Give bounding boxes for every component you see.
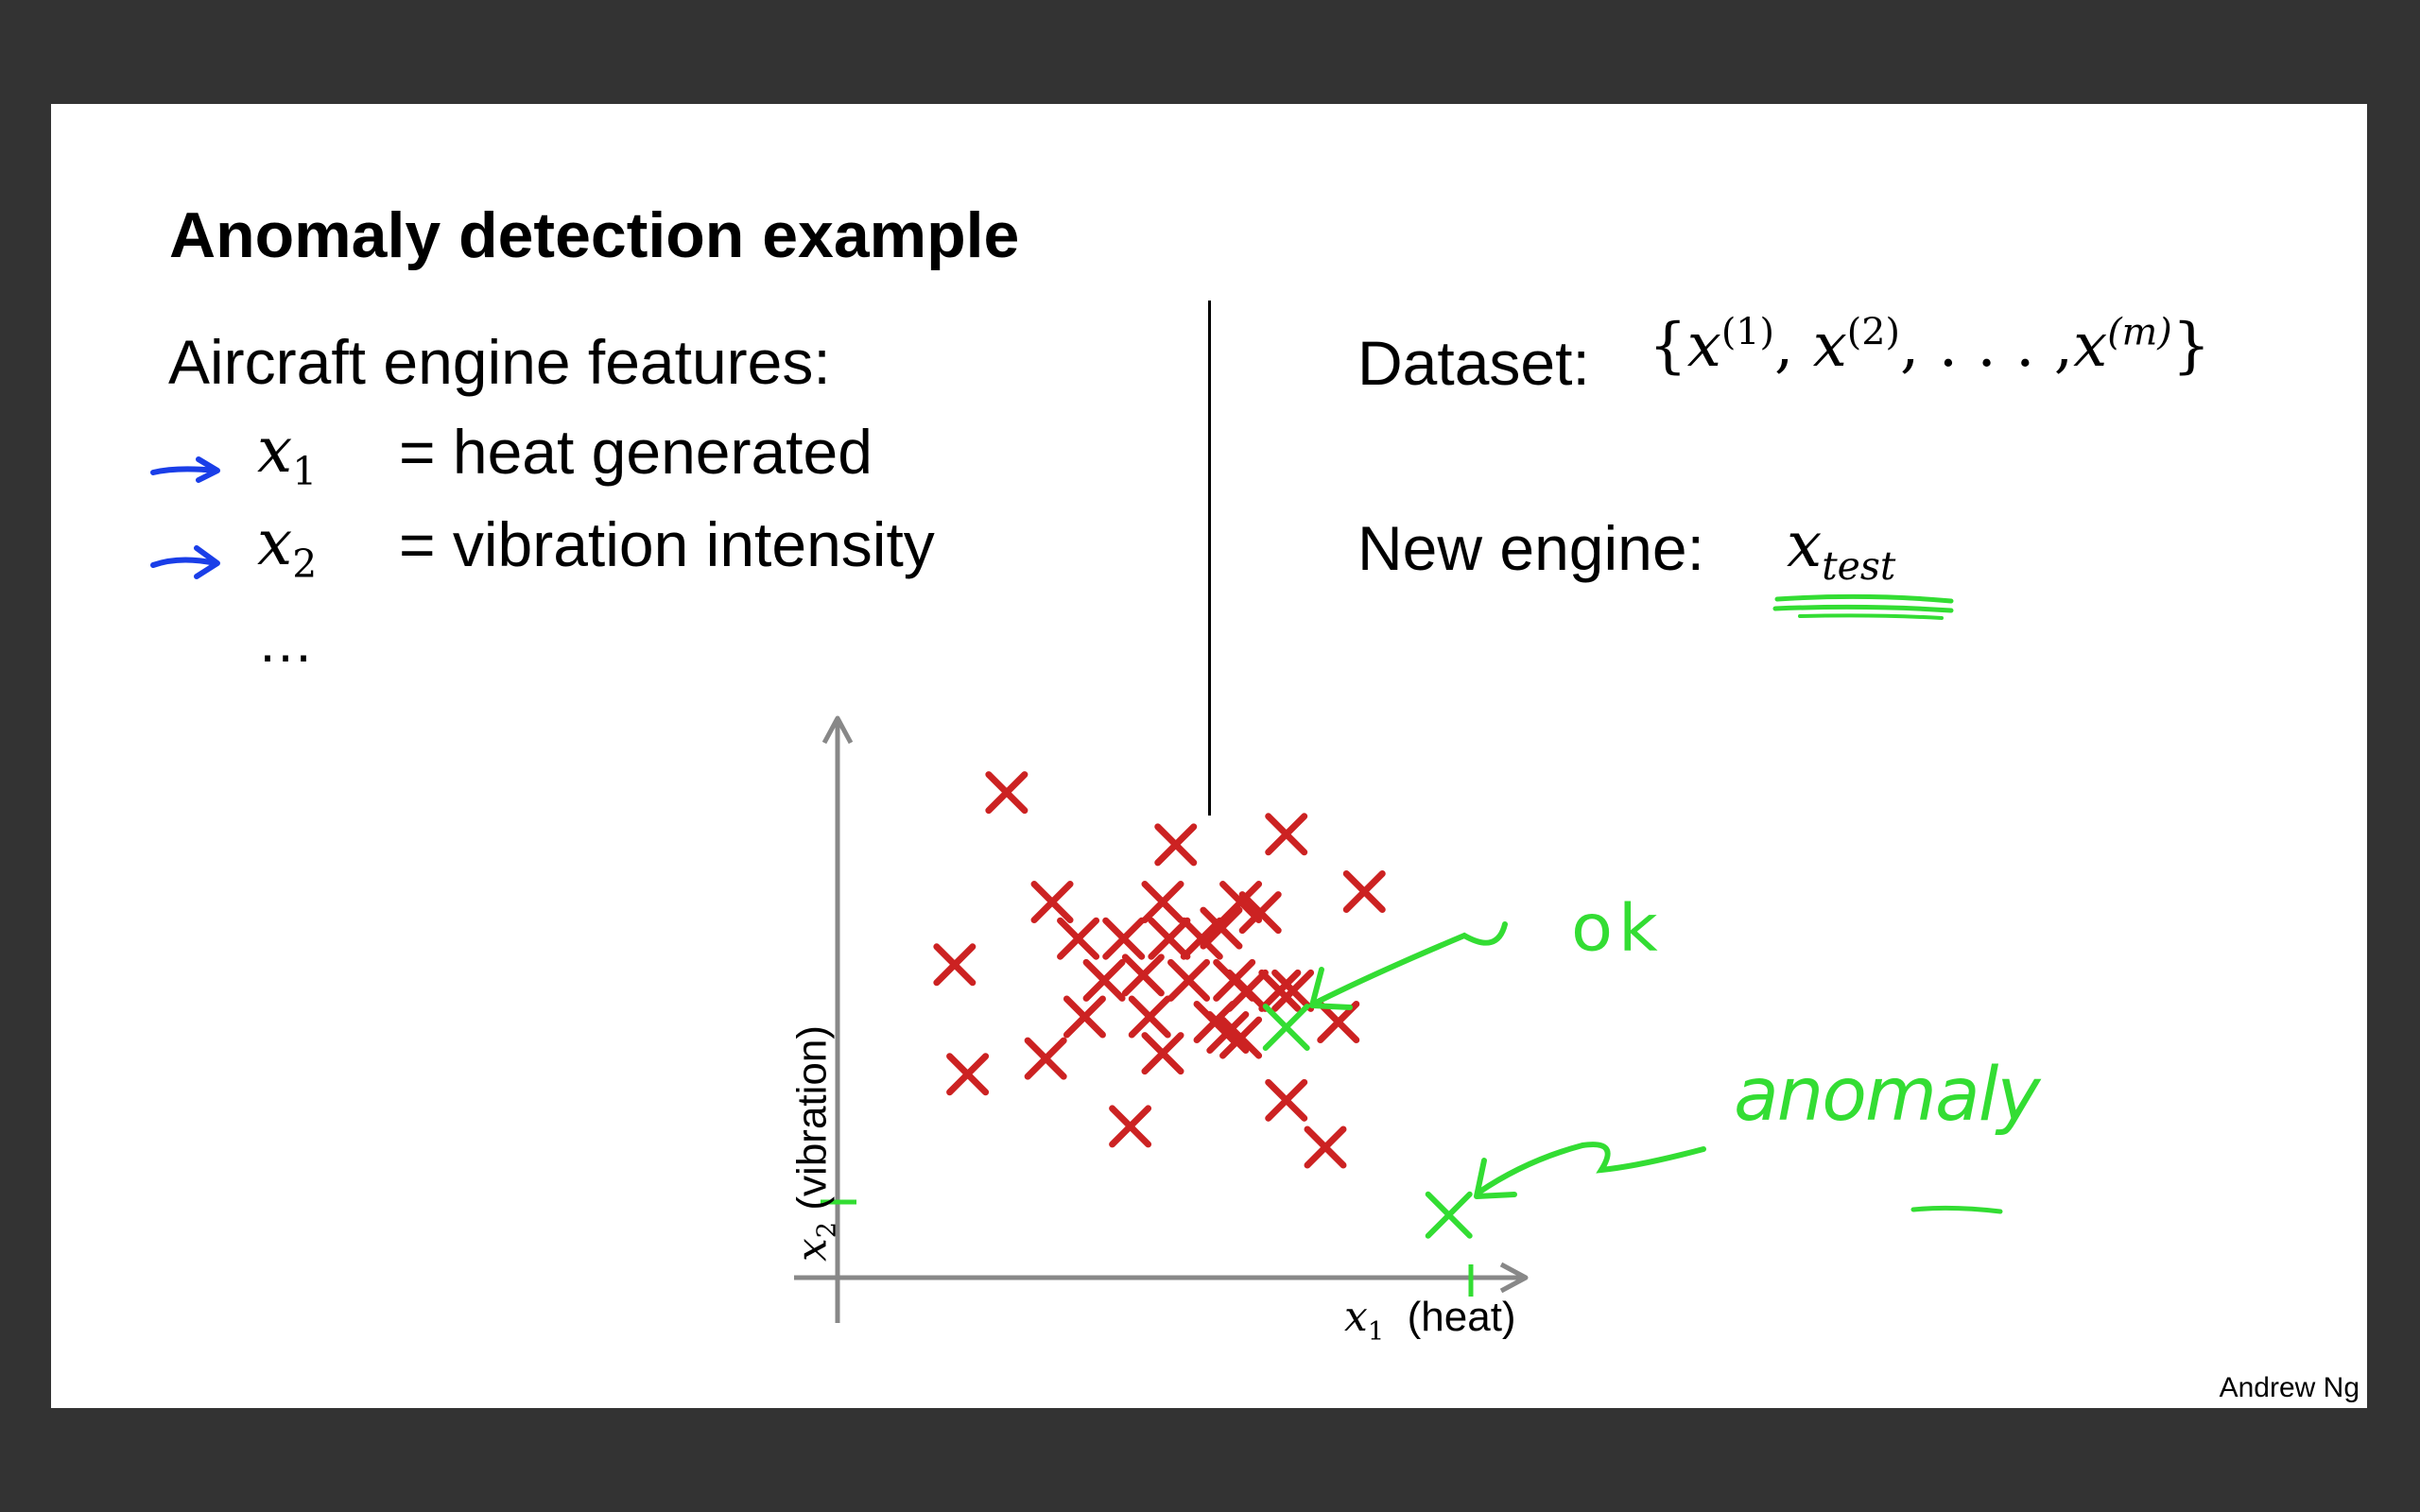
data-point-25 [1024, 1037, 1067, 1080]
feature-1-description: = heat generated [399, 417, 873, 487]
data-point-20 [1258, 969, 1302, 1012]
data-point-5 [1030, 881, 1074, 924]
data-point-24 [1193, 1001, 1236, 1044]
data-point-31 [1265, 1078, 1308, 1122]
x-axis-label: x1 (heat) [1344, 1293, 1516, 1347]
annotation-arrows [1309, 921, 2003, 1214]
data-point-8 [1238, 891, 1282, 935]
feature-2-variable: x2 [257, 507, 318, 588]
data-point-11 [1148, 917, 1191, 960]
ok-arrow [1315, 921, 1508, 1005]
data-point-10 [1102, 917, 1146, 960]
data-point-4 [1342, 870, 1386, 914]
data-point-30 [1109, 1105, 1152, 1148]
data-point-13 [1200, 906, 1243, 950]
data-point-7 [1219, 881, 1263, 924]
data-point-22 [1128, 995, 1171, 1039]
new-engine-label: New engine: [1357, 513, 1704, 583]
y-axis-label: x2 (vibration) [787, 1024, 842, 1263]
highlight-point-1 [1425, 1191, 1473, 1239]
data-point-6 [1141, 881, 1184, 924]
anomaly-arrow [1476, 1142, 1706, 1195]
data-point-12 [1180, 917, 1223, 960]
data-point-1 [1265, 813, 1308, 856]
xtest-underline [1772, 593, 1954, 620]
features-heading: Aircraft engine features: [168, 327, 831, 397]
highlight-point-0 [1262, 1004, 1310, 1052]
data-point-19 [1271, 969, 1315, 1012]
feature-1-variable: x1 [257, 414, 318, 495]
xtest-symbol: xtest [1787, 508, 1896, 590]
column-divider [1208, 301, 1211, 816]
features-ellipsis: … [257, 610, 314, 674]
data-point-3 [933, 943, 977, 987]
ok-annotation: ok [1571, 890, 1664, 966]
ok-arrowhead [1309, 967, 1353, 1010]
anomaly-annotation: anomaly [1734, 1053, 2041, 1138]
y-axis-arrowhead [821, 715, 854, 745]
feature-2-description: = vibration intensity [399, 509, 935, 579]
data-point-14 [1082, 958, 1126, 1002]
plot-ticks [821, 1199, 1474, 1297]
anomaly-arrowhead [1474, 1158, 1517, 1199]
arrow-icon [150, 545, 220, 579]
data-point-32 [1304, 1125, 1347, 1169]
data-point-2 [1154, 823, 1198, 867]
data-point-29 [1219, 1016, 1263, 1059]
dataset-label: Dataset: [1357, 328, 1590, 398]
data-point-26 [946, 1053, 990, 1096]
anomaly-underline [1910, 1205, 2003, 1214]
data-point-21 [1063, 995, 1106, 1039]
slide: Anomaly detection example Aircraft engin… [51, 104, 2367, 1408]
scatter-plot [794, 715, 2003, 1323]
dataset-set: {x(1), x(2), . . . ,x(m)} [1649, 310, 2211, 381]
data-point-9 [1057, 917, 1100, 960]
plot-axes [794, 715, 1529, 1323]
data-point-15 [1121, 954, 1165, 997]
data-point-0 [985, 771, 1028, 815]
slide-title: Anomaly detection example [169, 199, 1020, 271]
data-point-27 [1141, 1032, 1184, 1075]
data-point-16 [1167, 958, 1211, 1002]
arrow-icon [150, 456, 220, 483]
author-credit: Andrew Ng [2219, 1372, 2360, 1403]
x-axis-arrowhead [1499, 1262, 1529, 1294]
